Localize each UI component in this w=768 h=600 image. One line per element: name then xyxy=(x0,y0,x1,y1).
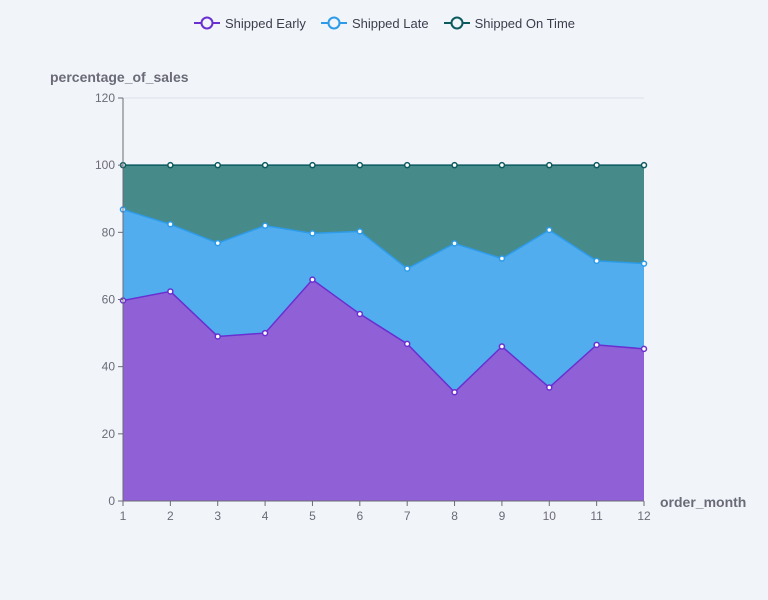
point-shipped-early xyxy=(451,388,458,396)
y-tick-label: 40 xyxy=(102,360,116,374)
x-tick-label: 2 xyxy=(167,509,174,523)
y-tick-label: 120 xyxy=(95,91,115,105)
x-tick-label: 7 xyxy=(404,509,411,523)
point-shipped-on-time xyxy=(309,161,316,169)
legend-item-shipped-late[interactable]: Shipped Late xyxy=(320,13,429,33)
legend-label-shipped-early: Shipped Early xyxy=(224,15,306,31)
x-axis-title: order_month xyxy=(660,494,746,510)
legend-label-shipped-late: Shipped Late xyxy=(351,15,429,31)
point-shipped-on-time xyxy=(403,161,411,169)
point-shipped-late xyxy=(593,257,600,265)
point-shipped-late xyxy=(546,226,553,234)
point-shipped-on-time xyxy=(546,161,553,169)
point-shipped-on-time xyxy=(261,161,269,169)
data-points xyxy=(119,161,648,396)
point-shipped-late xyxy=(167,221,174,228)
point-shipped-late xyxy=(261,222,269,229)
area-fills xyxy=(123,165,644,501)
point-shipped-early xyxy=(403,340,411,348)
point-shipped-early xyxy=(498,343,506,350)
point-shipped-early xyxy=(261,329,269,337)
x-tick-label: 9 xyxy=(499,509,506,523)
area-shipped-late xyxy=(123,209,644,393)
point-shipped-early xyxy=(593,341,600,349)
line-shipped-early xyxy=(122,278,645,394)
legend-marker-shipped-late xyxy=(320,16,347,30)
x-tick-label: 6 xyxy=(356,509,363,523)
point-shipped-late xyxy=(309,230,316,237)
y-tick-label: 20 xyxy=(102,427,116,441)
point-shipped-early xyxy=(214,333,221,340)
point-shipped-late xyxy=(498,255,506,262)
y-tick-label: 60 xyxy=(102,293,116,307)
point-shipped-on-time xyxy=(356,161,364,169)
point-shipped-early xyxy=(640,345,648,353)
y-tick-label: 80 xyxy=(102,225,116,239)
legend-marker-shipped-early xyxy=(193,16,220,30)
x-tick-label: 11 xyxy=(590,509,603,523)
x-tick-label: 8 xyxy=(451,509,458,523)
point-shipped-early xyxy=(309,276,316,283)
point-shipped-on-time xyxy=(451,161,458,169)
line-shipped-late xyxy=(122,208,645,270)
legend-item-shipped-early[interactable]: Shipped Early xyxy=(193,13,306,33)
point-shipped-on-time xyxy=(167,161,174,169)
legend-label-shipped-on-time: Shipped On Time xyxy=(474,15,576,31)
point-shipped-on-time xyxy=(498,161,506,169)
legend-item-shipped-on-time[interactable]: Shipped On Time xyxy=(443,13,575,33)
x-tick-label: 4 xyxy=(262,509,269,523)
x-tick-label: 10 xyxy=(543,509,557,523)
y-tick-label: 100 xyxy=(95,158,115,172)
point-shipped-late xyxy=(403,265,411,272)
x-tick-label: 5 xyxy=(309,509,316,523)
point-shipped-late xyxy=(356,228,364,235)
point-shipped-on-time xyxy=(214,161,221,169)
point-shipped-on-time xyxy=(640,161,648,169)
x-tick-label: 12 xyxy=(637,509,651,523)
area-shipped-early xyxy=(123,279,644,501)
y-axis-title: percentage_of_sales xyxy=(50,69,189,85)
point-shipped-late xyxy=(640,260,648,267)
point-shipped-early xyxy=(356,310,364,318)
x-tick-label: 3 xyxy=(214,509,221,523)
point-shipped-early xyxy=(546,384,553,391)
series-lines xyxy=(122,164,645,394)
point-shipped-late xyxy=(451,240,458,247)
legend-marker-shipped-on-time xyxy=(443,16,470,30)
area-shipped-on-time xyxy=(123,165,644,269)
chart-legend: Shipped Early Shipped Late Shipped On Ti… xyxy=(0,13,768,33)
point-shipped-on-time xyxy=(593,161,600,169)
point-shipped-late xyxy=(214,239,221,247)
y-tick-label: 0 xyxy=(108,494,115,508)
x-tick-label: 1 xyxy=(120,509,127,523)
point-shipped-early xyxy=(167,288,174,295)
